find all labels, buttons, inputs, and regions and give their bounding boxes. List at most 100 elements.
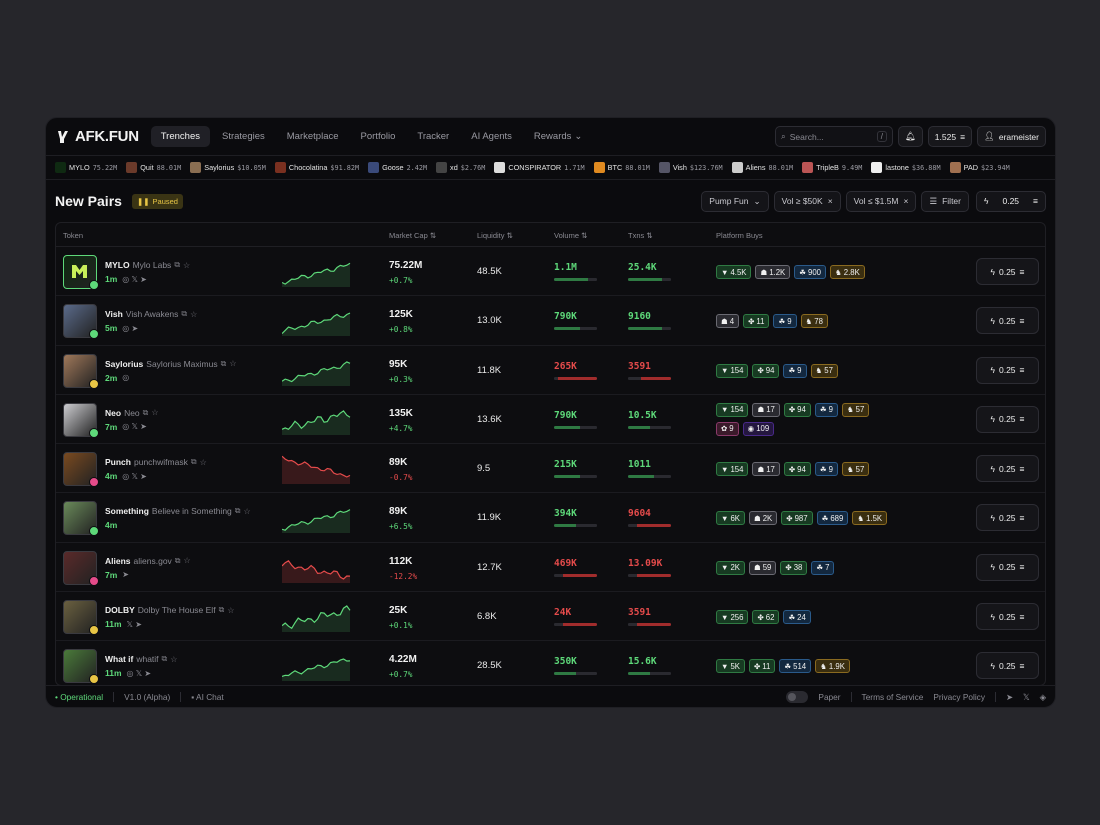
- col-token[interactable]: Token: [63, 231, 84, 240]
- table-row[interactable]: Punch punchwifmask ⧉ ☆ 4m ◎ 𝕏 ➤ 89K -0.7% 9.5 215…: [56, 444, 1045, 494]
- vol-max-filter[interactable]: Vol ≤ $1.5M ×: [845, 190, 917, 212]
- platform-buy-badge[interactable]: ☘ 24: [783, 610, 811, 625]
- platform-buy-badge[interactable]: ✤ 62: [752, 610, 780, 625]
- star-icon[interactable]: ☆: [183, 260, 191, 270]
- nav-tracker[interactable]: Tracker: [407, 126, 459, 147]
- star-icon[interactable]: ☆: [199, 457, 207, 467]
- nav-trenches[interactable]: Trenches: [150, 126, 210, 147]
- token-symbol[interactable]: Saylorius: [105, 358, 144, 369]
- filter-button[interactable]: ☰ Filter: [921, 190, 969, 212]
- platform-buy-badge[interactable]: ✤ 11: [748, 659, 776, 674]
- platform-buy-badge[interactable]: ♞ 1.5K: [852, 511, 888, 526]
- platform-buy-badge[interactable]: ✤ 94: [783, 462, 811, 477]
- quick-buy-button[interactable]: ϟ 0.25 ≡: [976, 603, 1039, 631]
- nav-strategies[interactable]: Strategies: [212, 126, 275, 147]
- platform-buy-badge[interactable]: ♞ 78: [800, 314, 828, 329]
- platform-buy-badge[interactable]: ☗ 59: [748, 560, 777, 575]
- platform-buy-badge[interactable]: ▼ 256: [716, 610, 749, 625]
- copy-icon[interactable]: ⧉: [190, 457, 197, 467]
- token-symbol[interactable]: Aliens: [105, 555, 131, 566]
- star-icon[interactable]: ☆: [183, 556, 191, 566]
- social-icons[interactable]: ◎ 𝕏 ➤: [122, 471, 147, 481]
- ticker-item[interactable]: CONSPIRATOR 1.71M: [494, 162, 585, 173]
- col-market-cap[interactable]: Market Cap ⇅: [389, 231, 437, 240]
- platform-buy-badge[interactable]: ✤ 987: [781, 511, 813, 526]
- copy-icon[interactable]: ⧉: [181, 309, 188, 319]
- star-icon[interactable]: ☆: [170, 654, 178, 664]
- account-button[interactable]: 👤︎ erameister: [977, 126, 1046, 147]
- terms-link[interactable]: Terms of Service: [861, 691, 924, 702]
- x-icon[interactable]: 𝕏: [1022, 691, 1030, 702]
- platform-buy-badge[interactable]: ▼ 2K: [716, 560, 745, 575]
- col-txns[interactable]: Txns ⇅: [628, 231, 653, 240]
- copy-icon[interactable]: ⧉: [142, 407, 149, 417]
- platform-buy-badge[interactable]: ♞ 57: [841, 402, 870, 417]
- privacy-link[interactable]: Privacy Policy: [933, 691, 985, 702]
- quick-buy-button[interactable]: ϟ 0.25 ≡: [976, 504, 1039, 532]
- platform-buy-badge[interactable]: ☘ 514: [779, 659, 812, 674]
- quick-buy-button[interactable]: ϟ 0.25 ≡: [976, 258, 1039, 285]
- table-row[interactable]: MYLO Mylo Labs ⧉ ☆ 1m ◎ 𝕏 ➤ 75.22M +0.7% 48.5K 1.…: [56, 247, 1045, 297]
- close-icon[interactable]: ×: [903, 196, 909, 206]
- token-symbol[interactable]: DOLBY: [105, 605, 135, 616]
- quick-buy-button[interactable]: ϟ 0.25 ≡: [976, 553, 1039, 581]
- nav-marketplace[interactable]: Marketplace: [277, 126, 349, 147]
- platform-buy-badge[interactable]: ♞ 2.8K: [830, 265, 865, 279]
- table-row[interactable]: Neo Neo ⧉ ☆ 7m ◎ 𝕏 ➤ 135K +4.7% 13.6K 790K 10.5K ▼ 1…: [56, 395, 1045, 445]
- platform-buy-badge[interactable]: ✤ 38: [780, 560, 808, 575]
- social-icons[interactable]: ◎ 𝕏 ➤: [122, 274, 147, 284]
- ticker-item[interactable]: Aliens 88.01M: [731, 162, 793, 173]
- table-row[interactable]: Saylorius Saylorius Maximus ⧉ ☆ 2m ◎ 95K +0.3% 1…: [56, 346, 1045, 395]
- col-volume[interactable]: Volume ⇅: [554, 231, 588, 240]
- platform-buy-badge[interactable]: ▼ 154: [716, 462, 749, 477]
- table-row[interactable]: DOLBY Dolby The House Elf ⧉ ☆ 11m 𝕏 ➤ 25K +0.1%…: [56, 592, 1045, 642]
- ticker-item[interactable]: Chocolatina $91.82M: [274, 162, 359, 173]
- balance-button[interactable]: 1.525 ≡: [927, 126, 973, 147]
- ticker-item[interactable]: lastone $36.88M: [871, 162, 941, 173]
- platform-buy-badge[interactable]: ☗ 17: [752, 462, 780, 477]
- paused-badge[interactable]: ❚❚ Paused: [131, 193, 183, 209]
- platform-buy-badge[interactable]: ☘ 9: [814, 462, 838, 477]
- social-icons[interactable]: ◎ ➤: [122, 323, 139, 333]
- copy-icon[interactable]: ⧉: [161, 654, 168, 664]
- quick-buy-button[interactable]: ϟ 0.25 ≡: [976, 652, 1039, 680]
- vol-min-filter[interactable]: Vol ≥ $50K ×: [773, 190, 841, 212]
- table-row[interactable]: Vish Vish Awakens ⧉ ☆ 5m ◎ ➤ 125K +0.8% 13.0K 790…: [56, 296, 1045, 346]
- nav-rewards[interactable]: Rewards ⌄: [524, 126, 592, 147]
- logo[interactable]: AFK.FUN: [55, 128, 139, 145]
- platform-buy-badge[interactable]: ▼ 154: [716, 402, 749, 417]
- platform-buy-badge[interactable]: ☘ 9: [773, 314, 797, 329]
- ticker-item[interactable]: xd $2.76M: [436, 162, 485, 173]
- col-liquidity[interactable]: Liquidity ⇅: [477, 231, 513, 240]
- platform-buy-badge[interactable]: ☗ 17: [752, 402, 780, 417]
- platform-buy-badge[interactable]: ✤ 94: [752, 363, 780, 378]
- platform-buy-badge[interactable]: ☗ 4: [716, 314, 740, 329]
- platform-buy-badge[interactable]: ☗ 1.2K: [755, 265, 791, 279]
- copy-icon[interactable]: ⧉: [234, 506, 241, 516]
- nav-portfolio[interactable]: Portfolio: [351, 126, 406, 147]
- quick-buy-button[interactable]: ϟ 0.25 ≡: [976, 405, 1039, 433]
- telegram-icon[interactable]: ➤: [1005, 691, 1013, 702]
- token-symbol[interactable]: Vish: [105, 309, 123, 320]
- search-input[interactable]: ⌕ Search... /: [775, 126, 893, 147]
- platform-buy-badge[interactable]: ☘ 7: [811, 560, 835, 575]
- star-icon[interactable]: ☆: [229, 359, 237, 369]
- platform-buy-badge[interactable]: ☘ 9: [814, 402, 838, 417]
- ticker-item[interactable]: BTC 88.01M: [593, 162, 650, 173]
- social-icons[interactable]: ◎: [122, 373, 130, 383]
- star-icon[interactable]: ☆: [151, 408, 159, 418]
- token-symbol[interactable]: MYLO: [105, 260, 130, 270]
- table-row[interactable]: Aliens aliens.gov ⧉ ☆ 7m ➤ 112K -12.2% 12.7K 469K…: [56, 543, 1045, 593]
- platform-buy-badge[interactable]: ▼ 154: [716, 363, 749, 378]
- ticker-item[interactable]: Vish $123.76M: [658, 162, 723, 173]
- docs-icon[interactable]: ◈: [1039, 691, 1046, 702]
- notifications-button[interactable]: 🔔︎: [898, 126, 923, 147]
- platform-buy-badge[interactable]: ◉ 109: [742, 421, 775, 436]
- star-icon[interactable]: ☆: [190, 309, 198, 319]
- copy-icon[interactable]: ⧉: [220, 358, 227, 368]
- platform-buy-badge[interactable]: ☘ 689: [816, 511, 849, 526]
- ticker-item[interactable]: MYLO 75.22M: [55, 162, 117, 173]
- ticker-item[interactable]: Goose 2.42M: [368, 162, 427, 173]
- token-symbol[interactable]: Something: [105, 506, 149, 517]
- platform-buy-badge[interactable]: ♞ 57: [810, 363, 838, 378]
